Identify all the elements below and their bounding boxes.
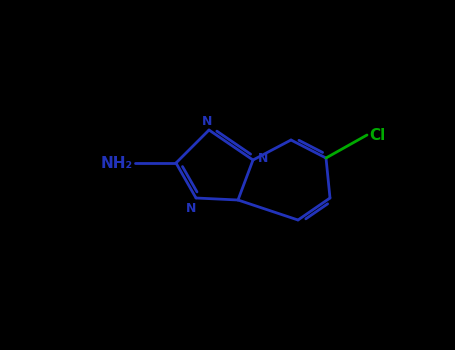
Text: N: N [202,115,212,128]
Text: Cl: Cl [369,127,385,142]
Text: N: N [186,202,197,215]
Text: N: N [258,152,268,165]
Text: NH₂: NH₂ [101,155,133,170]
